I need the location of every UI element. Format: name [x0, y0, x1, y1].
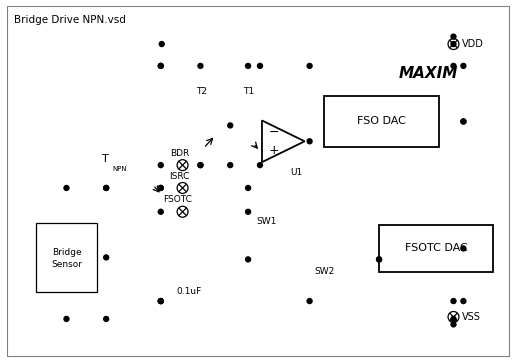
Circle shape: [104, 316, 109, 321]
Circle shape: [64, 316, 69, 321]
Circle shape: [377, 257, 381, 262]
Text: Sensor: Sensor: [51, 260, 82, 269]
Text: T1: T1: [244, 87, 254, 96]
Text: +: +: [268, 144, 279, 157]
Text: VDD: VDD: [461, 39, 483, 49]
Circle shape: [158, 299, 163, 304]
Text: SW2: SW2: [314, 267, 334, 276]
Circle shape: [104, 185, 109, 190]
Text: MAXIM: MAXIM: [399, 66, 458, 81]
Circle shape: [158, 63, 163, 68]
Text: FSOTC: FSOTC: [163, 195, 192, 205]
Text: SW1: SW1: [256, 217, 277, 226]
Bar: [325, 96, 439, 147]
Circle shape: [158, 163, 163, 168]
Text: VSS: VSS: [461, 312, 480, 322]
Circle shape: [461, 119, 466, 124]
Circle shape: [158, 185, 163, 190]
Text: T: T: [102, 154, 109, 164]
Text: T2: T2: [196, 87, 207, 96]
Text: BDR: BDR: [170, 149, 189, 158]
Circle shape: [228, 123, 233, 128]
Circle shape: [158, 209, 163, 214]
Text: ISRC: ISRC: [169, 172, 190, 181]
Circle shape: [461, 246, 466, 251]
Circle shape: [159, 42, 164, 47]
Bar: [379, 225, 493, 272]
Circle shape: [451, 34, 456, 39]
Circle shape: [64, 185, 69, 190]
Text: FSO DAC: FSO DAC: [357, 117, 406, 126]
Circle shape: [451, 322, 456, 327]
Text: Bridge: Bridge: [52, 248, 82, 257]
Circle shape: [451, 63, 456, 68]
Text: FSOTC DAC: FSOTC DAC: [405, 244, 467, 253]
Circle shape: [451, 42, 456, 47]
Circle shape: [246, 185, 251, 190]
Circle shape: [257, 163, 263, 168]
Circle shape: [158, 299, 163, 304]
Circle shape: [158, 185, 163, 190]
Circle shape: [246, 63, 251, 68]
Circle shape: [451, 299, 456, 304]
Circle shape: [461, 63, 466, 68]
Circle shape: [257, 63, 263, 68]
Circle shape: [461, 119, 466, 124]
Circle shape: [158, 299, 163, 304]
Circle shape: [307, 299, 312, 304]
Circle shape: [104, 255, 109, 260]
Text: U1: U1: [291, 168, 303, 177]
Circle shape: [158, 63, 163, 68]
Text: −: −: [269, 126, 279, 139]
Circle shape: [246, 257, 251, 262]
Bar: [36, 223, 97, 292]
Text: Bridge Drive NPN.vsd: Bridge Drive NPN.vsd: [14, 15, 126, 25]
Text: 0.1uF: 0.1uF: [176, 287, 202, 296]
Circle shape: [228, 163, 233, 168]
Circle shape: [198, 163, 203, 168]
Circle shape: [461, 299, 466, 304]
Circle shape: [246, 209, 251, 214]
Circle shape: [377, 257, 381, 262]
Circle shape: [104, 185, 109, 190]
Circle shape: [451, 316, 456, 321]
Text: NPN: NPN: [112, 166, 127, 172]
Circle shape: [198, 163, 203, 168]
Circle shape: [198, 63, 203, 68]
Circle shape: [307, 63, 312, 68]
Circle shape: [307, 139, 312, 144]
